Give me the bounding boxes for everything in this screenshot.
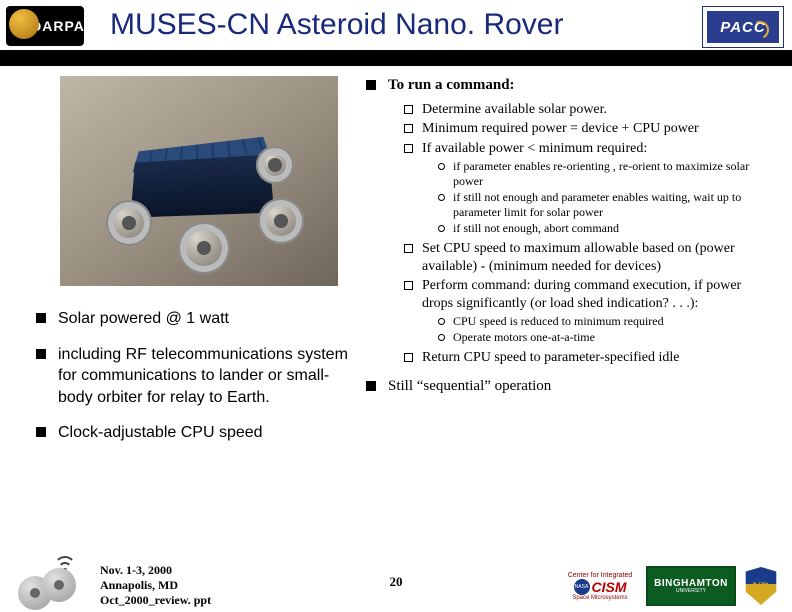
list-item: including RF telecommunications system f… bbox=[36, 344, 356, 409]
rover-body-icon bbox=[130, 155, 274, 218]
list-item: Return CPU speed to parameter-specified … bbox=[404, 349, 774, 367]
wheel-icon bbox=[106, 200, 152, 246]
list-item: if still not enough and parameter enable… bbox=[438, 190, 774, 220]
square-bullet-icon bbox=[36, 313, 46, 323]
substep-text: Operate motors one-at-a-time bbox=[453, 330, 595, 345]
list-item: Determine available solar power. bbox=[404, 101, 774, 119]
step-list: Return CPU speed to parameter-specified … bbox=[404, 349, 774, 367]
rover-photo bbox=[60, 76, 338, 286]
feature-text: Solar powered @ 1 watt bbox=[58, 308, 229, 330]
wheel-icon bbox=[256, 146, 294, 184]
feature-text: including RF telecommunications system f… bbox=[58, 344, 356, 409]
substep-text: if still not enough, abort command bbox=[453, 221, 619, 236]
notre-dame-logo: ND bbox=[742, 566, 780, 606]
substep-text: CPU speed is reduced to minimum required bbox=[453, 314, 664, 329]
list-item: CPU speed is reduced to minimum required bbox=[438, 314, 774, 329]
cism-logo: Center for Integrated NASACISM Space Mic… bbox=[560, 566, 640, 606]
footer-date: Nov. 1-3, 2000 bbox=[100, 563, 211, 578]
substep-list: if parameter enables re-orienting , re-o… bbox=[438, 159, 774, 236]
list-item: Operate motors one-at-a-time bbox=[438, 330, 774, 345]
box-bullet-icon bbox=[404, 105, 413, 114]
darpa-logo: DARPA bbox=[6, 6, 84, 46]
box-bullet-icon bbox=[404, 144, 413, 153]
box-bullet-icon bbox=[404, 353, 413, 362]
circle-bullet-icon bbox=[438, 163, 445, 170]
binghamton-sublabel: UNIVERSITY bbox=[676, 589, 706, 594]
slide-header: DARPA MUSES-CN Asteroid Nano. Rover PACC bbox=[0, 0, 792, 68]
globe-icon bbox=[9, 9, 39, 39]
list-item: Minimum required power = device + CPU po… bbox=[404, 120, 774, 138]
slide-content: Solar powered @ 1 watt including RF tele… bbox=[0, 76, 792, 548]
darpa-label: DARPA bbox=[31, 18, 85, 34]
step-text: Perform command: during command executio… bbox=[422, 277, 774, 312]
square-bullet-icon bbox=[36, 427, 46, 437]
wheel-icon bbox=[258, 198, 304, 244]
square-bullet-icon bbox=[366, 381, 376, 391]
gears-icon bbox=[18, 554, 82, 610]
still-sequential-label: Still “sequential” operation bbox=[388, 377, 551, 396]
footer-meta: Nov. 1-3, 2000 Annapolis, MD Oct_2000_re… bbox=[100, 563, 211, 608]
box-bullet-icon bbox=[404, 124, 413, 133]
list-item: If available power < minimum required: bbox=[404, 140, 774, 158]
procedure-footnote: Still “sequential” operation bbox=[366, 377, 774, 396]
command-procedure: To run a command: Determine available so… bbox=[360, 76, 774, 396]
box-bullet-icon bbox=[404, 281, 413, 290]
wheel-icon bbox=[178, 222, 230, 274]
square-bullet-icon bbox=[366, 80, 376, 90]
feature-text: Clock-adjustable CPU speed bbox=[58, 422, 263, 444]
pacc-logo: PACC bbox=[702, 6, 784, 48]
list-item: Perform command: during command executio… bbox=[404, 277, 774, 312]
step-list: Set CPU speed to maximum allowable based… bbox=[404, 240, 774, 312]
list-item: if still not enough, abort command bbox=[438, 221, 774, 236]
list-item: Set CPU speed to maximum allowable based… bbox=[404, 240, 774, 275]
step-text: Determine available solar power. bbox=[422, 101, 607, 119]
substep-text: if still not enough and parameter enable… bbox=[453, 190, 774, 220]
page-number: 20 bbox=[390, 574, 403, 590]
step-list: Determine available solar power. Minimum… bbox=[404, 101, 774, 158]
binghamton-logo: BINGHAMTON UNIVERSITY bbox=[646, 566, 736, 606]
feature-list: Solar powered @ 1 watt including RF tele… bbox=[36, 308, 356, 458]
gear-icon bbox=[42, 568, 76, 602]
square-bullet-icon bbox=[36, 349, 46, 359]
circle-bullet-icon bbox=[438, 318, 445, 325]
slide-footer: Nov. 1-3, 2000 Annapolis, MD Oct_2000_re… bbox=[0, 548, 792, 612]
nd-shield-icon: ND bbox=[744, 567, 778, 605]
substep-list: CPU speed is reduced to minimum required… bbox=[438, 314, 774, 345]
footer-location: Annapolis, MD bbox=[100, 578, 211, 593]
circle-bullet-icon bbox=[438, 225, 445, 232]
slide-title: MUSES-CN Asteroid Nano. Rover bbox=[110, 8, 564, 42]
circle-bullet-icon bbox=[438, 194, 445, 201]
procedure-heading: To run a command: bbox=[366, 76, 774, 95]
step-text: Set CPU speed to maximum allowable based… bbox=[422, 240, 774, 275]
step-text: Return CPU speed to parameter-specified … bbox=[422, 349, 679, 367]
list-item: if parameter enables re-orienting , re-o… bbox=[438, 159, 774, 189]
to-run-label: To run a command: bbox=[388, 76, 515, 95]
step-text: Minimum required power = device + CPU po… bbox=[422, 120, 699, 138]
list-item: Solar powered @ 1 watt bbox=[36, 308, 356, 330]
step-text: If available power < minimum required: bbox=[422, 140, 647, 158]
circle-bullet-icon bbox=[438, 334, 445, 341]
box-bullet-icon bbox=[404, 244, 413, 253]
binghamton-label: BINGHAMTON bbox=[654, 579, 728, 589]
footer-logos: Center for Integrated NASACISM Space Mic… bbox=[560, 566, 780, 606]
substep-text: if parameter enables re-orienting , re-o… bbox=[453, 159, 774, 189]
list-item: Clock-adjustable CPU speed bbox=[36, 422, 356, 444]
header-divider bbox=[0, 50, 792, 66]
footer-filename: Oct_2000_review. ppt bbox=[100, 593, 211, 608]
